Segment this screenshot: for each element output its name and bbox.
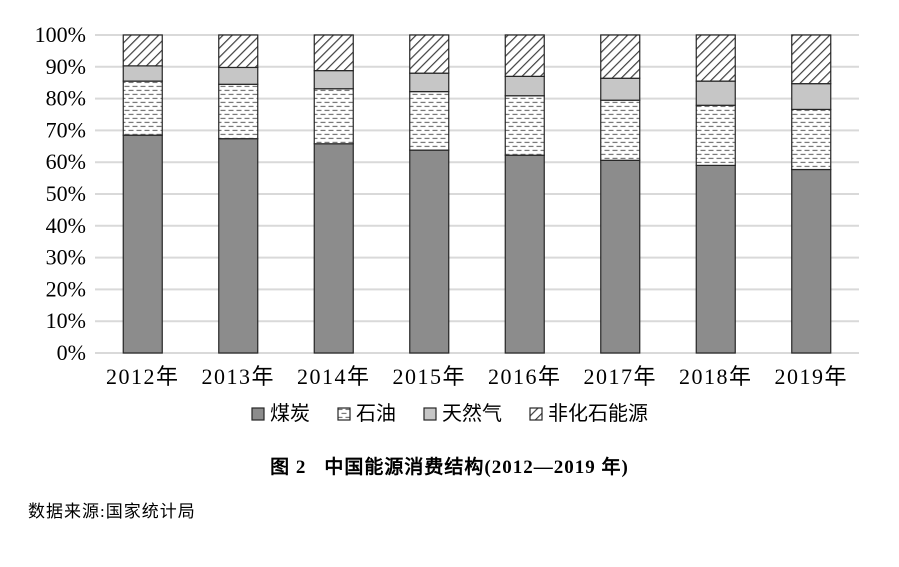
x-axis-label: 2019年 <box>774 364 848 389</box>
stacked-bar-chart: 0% 10% 20% 30% 40% 50% 60% 70% 80% 90% 100% 2012年 20… <box>35 22 859 389</box>
y-tick-label: 70% <box>46 117 86 142</box>
bar-segment-non-fossil-2017年 <box>600 34 641 79</box>
bar-segment-natural-gas-2019年 <box>791 83 832 111</box>
bar-segment-coal-2012年 <box>122 134 163 354</box>
bar-segment-oil-2016年 <box>504 95 545 156</box>
bar-segment-oil-2013年 <box>218 83 259 140</box>
bar-segment-coal-2013年 <box>218 138 259 354</box>
bar-segment-natural-gas-2013年 <box>218 66 259 85</box>
figure-number: 图 2 <box>270 457 307 478</box>
bar-segment-non-fossil-2013年 <box>218 34 259 69</box>
legend-label-coal: 煤炭 <box>270 403 310 425</box>
x-axis-label: 2018年 <box>679 364 753 389</box>
legend-swatch-oil-icon <box>337 407 351 421</box>
data-source-note: 数据来源:国家统计局 <box>28 502 196 521</box>
y-tick-label: 50% <box>46 181 86 206</box>
x-axis-label: 2016年 <box>488 364 562 389</box>
legend-swatch-natural-gas-icon <box>423 407 437 421</box>
x-axis-label: 2012年 <box>106 364 180 389</box>
y-tick-label: 100% <box>35 22 86 47</box>
figure-caption: 图 2 中国能源消费结构(2012—2019 年) <box>0 452 899 479</box>
bar-segment-natural-gas-2016年 <box>504 75 545 97</box>
chart-legend: 煤炭 石油 天然气 非化石能源 <box>0 402 899 426</box>
x-axis-label: 2013年 <box>201 364 275 389</box>
legend-label-oil: 石油 <box>356 403 396 425</box>
bar-segment-coal-2016年 <box>504 154 545 354</box>
bar-segment-natural-gas-2018年 <box>695 80 736 106</box>
bar-segment-natural-gas-2017年 <box>600 77 641 101</box>
y-tick-label: 0% <box>57 340 86 365</box>
bar-segment-coal-2019年 <box>791 168 832 354</box>
legend-swatch-non-fossil-icon <box>529 407 543 421</box>
legend-item-natural-gas: 天然气 <box>423 402 502 426</box>
chart-canvas: 0% 10% 20% 30% 40% 50% 60% 70% 80% 90% 100% 2012年 20… <box>35 22 859 389</box>
bar-segment-coal-2017年 <box>600 159 641 354</box>
y-tick-label: 90% <box>46 54 86 79</box>
bar-segment-oil-2017年 <box>600 99 641 161</box>
legend-item-non-fossil: 非化石能源 <box>529 402 648 426</box>
legend-label-non-fossil: 非化石能源 <box>548 403 648 425</box>
figure-title: 中国能源消费结构(2012—2019 年) <box>324 457 629 478</box>
legend-label-natural-gas: 天然气 <box>442 403 502 425</box>
legend-item-oil: 石油 <box>337 402 396 426</box>
bar-segment-non-fossil-2019年 <box>791 34 832 85</box>
bar-segment-coal-2015年 <box>409 149 450 354</box>
bar-segment-oil-2019年 <box>791 108 832 171</box>
bar-segment-natural-gas-2012年 <box>122 65 163 82</box>
bar-segment-oil-2014年 <box>313 88 354 145</box>
y-tick-label: 30% <box>46 245 86 270</box>
bar-segment-natural-gas-2015年 <box>409 72 450 93</box>
bar-segment-coal-2018年 <box>695 164 736 354</box>
y-tick-label: 20% <box>46 276 86 301</box>
bar-segment-oil-2012年 <box>122 80 163 136</box>
bar-segment-non-fossil-2012年 <box>122 34 163 67</box>
bar-segment-coal-2014年 <box>313 143 354 354</box>
bar-segment-oil-2015年 <box>409 91 450 151</box>
legend-item-coal: 煤炭 <box>251 402 310 426</box>
bar-segment-natural-gas-2014年 <box>313 70 354 90</box>
x-axis-label: 2017年 <box>583 364 657 389</box>
y-tick-label: 40% <box>46 213 86 238</box>
bar-segment-oil-2018年 <box>695 104 736 166</box>
bar-segment-non-fossil-2016年 <box>504 34 545 77</box>
bar-segment-non-fossil-2015年 <box>409 34 450 74</box>
document-figure: 0% 10% 20% 30% 40% 50% 60% 70% 80% 90% 100% 2012年 20… <box>0 22 899 521</box>
bar-segment-non-fossil-2014年 <box>313 34 354 72</box>
x-axis-label: 2015年 <box>392 364 466 389</box>
y-tick-label: 10% <box>46 308 86 333</box>
y-tick-label: 60% <box>46 149 86 174</box>
legend-swatch-coal-icon <box>251 407 265 421</box>
y-tick-label: 80% <box>46 86 86 111</box>
bar-segment-non-fossil-2018年 <box>695 34 736 82</box>
x-axis-label: 2014年 <box>297 364 371 389</box>
